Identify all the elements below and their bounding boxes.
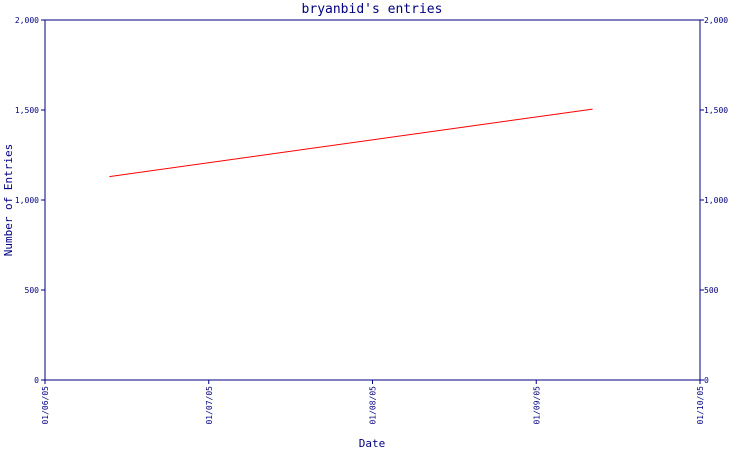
x-axis: 01/06/05 01/07/05 01/08/05 01/09/05 01/10/05 bbox=[41, 380, 705, 425]
y-tick-label-right: 1,000 bbox=[704, 196, 728, 205]
y-axis-title: Number of Entries bbox=[2, 144, 15, 257]
y-tick-label-right: 2,000 bbox=[704, 16, 728, 25]
x-tick-label: 01/08/05 bbox=[369, 386, 378, 425]
y-tick-label-right: 0 bbox=[704, 376, 709, 385]
chart-title: bryanbid's entries bbox=[302, 2, 443, 17]
x-tick-label: 01/10/05 bbox=[696, 386, 705, 425]
y-tick-label-left: 2,000 bbox=[15, 16, 39, 25]
y-tick-label-right: 500 bbox=[704, 286, 719, 295]
y-tick-label-left: 500 bbox=[25, 286, 40, 295]
y-tick-label-right: 1,500 bbox=[704, 106, 728, 115]
plot-area bbox=[44, 19, 701, 381]
x-axis-title: Date bbox=[359, 437, 386, 450]
series-layer bbox=[109, 108, 593, 178]
x-tick-label: 01/09/05 bbox=[532, 386, 541, 425]
y-tick-label-left: 1,000 bbox=[15, 196, 39, 205]
y-axis-left: 0 500 1,000 1,500 2,000 bbox=[15, 16, 45, 385]
y-tick-label-left: 1,500 bbox=[15, 106, 39, 115]
x-tick-label: 01/06/05 bbox=[41, 386, 50, 425]
series-line bbox=[109, 108, 593, 178]
y-axis-right: 0 500 1,000 1,500 2,000 bbox=[700, 16, 728, 385]
x-tick-label: 01/07/05 bbox=[205, 386, 214, 425]
y-tick-label-left: 0 bbox=[34, 376, 39, 385]
